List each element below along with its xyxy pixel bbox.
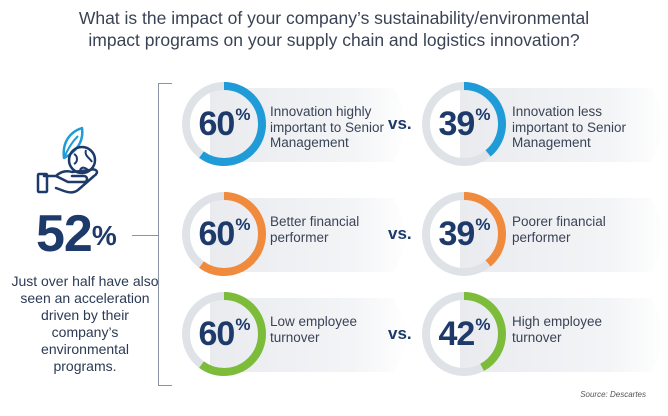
ring-number: 39 xyxy=(438,104,476,143)
ring-unit: % xyxy=(475,105,490,124)
ring-unit: % xyxy=(475,315,490,334)
ring-unit: % xyxy=(475,215,490,234)
ring-svg xyxy=(422,192,506,276)
label-band-left xyxy=(210,88,410,162)
label-band-left xyxy=(210,198,410,272)
ring-right-0: 39% xyxy=(420,80,508,168)
ring-fill-right-2 xyxy=(422,292,506,376)
vs-label: vs. xyxy=(388,324,412,343)
ring-fill-left-1 xyxy=(182,192,266,276)
ring-number: 60 xyxy=(198,104,236,143)
label-right-2: High employee turnover xyxy=(512,314,603,345)
comparison-row-0: 60% 39% Innovation highly important to Sen… xyxy=(0,80,668,170)
ring-svg xyxy=(182,192,266,276)
ring-unit: % xyxy=(235,315,250,334)
ring-fill-right-0 xyxy=(422,82,506,166)
label-right-1: Poorer financial performer xyxy=(512,214,606,245)
ring-number: 42 xyxy=(438,314,476,353)
summary-percentage: 52% xyxy=(36,205,146,263)
label-right-0: Innovation less important to Senior Mana… xyxy=(512,104,627,150)
ring-svg xyxy=(182,82,266,166)
title-line-1: What is the impact of your company’s sus… xyxy=(78,8,590,28)
ring-number: 60 xyxy=(198,214,236,253)
title-line-2: impact programs on your supply chain and… xyxy=(88,30,580,50)
ring-left-1: 60% xyxy=(180,190,268,278)
ring-value-left-0: 60% xyxy=(180,80,268,168)
source-note: Source: Descartes xyxy=(580,390,646,399)
vs-label: vs. xyxy=(388,114,412,133)
summary-description: Just over half have also seen an acceler… xyxy=(11,273,159,374)
ring-value-left-1: 60% xyxy=(180,190,268,278)
summary-value: 52 xyxy=(36,205,93,263)
ring-value-right-2: 42% xyxy=(420,290,508,378)
ring-value-right-0: 39% xyxy=(420,80,508,168)
ring-value-right-1: 39% xyxy=(420,190,508,278)
ring-left-0: 60% xyxy=(180,80,268,168)
ring-number: 60 xyxy=(198,314,236,353)
label-band-left xyxy=(210,298,410,372)
ring-svg xyxy=(422,82,506,166)
label-left-0: Innovation highly important to Senior Ma… xyxy=(270,104,385,150)
comparison-row-1: 60% 39% Better financial performer Poorer f… xyxy=(0,190,668,280)
ring-right-2: 42% xyxy=(420,290,508,378)
ring-fill-left-2 xyxy=(182,292,266,376)
chart-title: What is the impact of your company’s sus… xyxy=(20,7,648,51)
ring-fill-left-0 xyxy=(182,82,266,166)
ring-number: 39 xyxy=(438,214,476,253)
vs-label: vs. xyxy=(388,224,412,243)
ring-unit: % xyxy=(235,105,250,124)
ring-value-left-2: 60% xyxy=(180,290,268,378)
ring-svg xyxy=(422,292,506,376)
label-left-2: Low employee turnover xyxy=(270,314,358,345)
ring-fill-right-1 xyxy=(422,192,506,276)
label-left-1: Better financial performer xyxy=(270,214,360,245)
summary-unit: % xyxy=(91,220,117,251)
comparison-row-2: 60% 42% Low employee turnover High employee… xyxy=(0,290,668,380)
ring-left-2: 60% xyxy=(180,290,268,378)
ring-unit: % xyxy=(235,215,250,234)
bracket-connector xyxy=(132,235,158,236)
bracket xyxy=(158,83,172,386)
hand-holding-plant-icon xyxy=(34,118,116,200)
ring-svg xyxy=(182,292,266,376)
ring-right-1: 39% xyxy=(420,190,508,278)
